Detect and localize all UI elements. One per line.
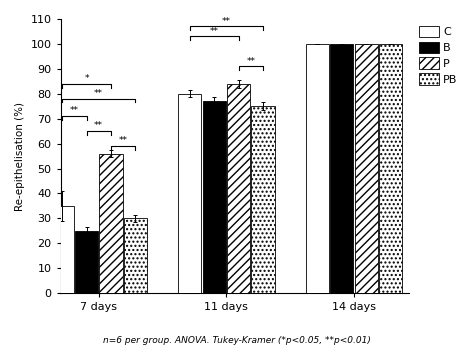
Text: **: **	[94, 121, 103, 130]
Bar	[124, 218, 147, 293]
Text: **: **	[210, 27, 219, 36]
Bar	[379, 44, 402, 293]
Y-axis label: Re-epithelisation (%): Re-epithelisation (%)	[15, 102, 25, 211]
Text: **: **	[222, 17, 231, 26]
Text: n=6 per group. ANOVA. Tukey-Kramer (*p<0.05, **p<0.01): n=6 per group. ANOVA. Tukey-Kramer (*p<0…	[103, 335, 371, 345]
Text: **: **	[70, 106, 79, 116]
Bar	[75, 231, 98, 293]
Text: *: *	[84, 74, 89, 83]
Bar	[251, 106, 274, 293]
Bar	[227, 84, 250, 293]
Bar	[178, 94, 201, 293]
Text: **: **	[118, 136, 128, 145]
Bar	[306, 44, 329, 293]
Bar	[51, 206, 74, 293]
Bar	[202, 101, 226, 293]
Bar	[355, 44, 378, 293]
Legend: C, B, P, PB: C, B, P, PB	[418, 25, 459, 86]
Bar	[99, 153, 122, 293]
Text: **: **	[246, 57, 255, 65]
Text: **: **	[94, 89, 103, 98]
Bar	[330, 44, 354, 293]
